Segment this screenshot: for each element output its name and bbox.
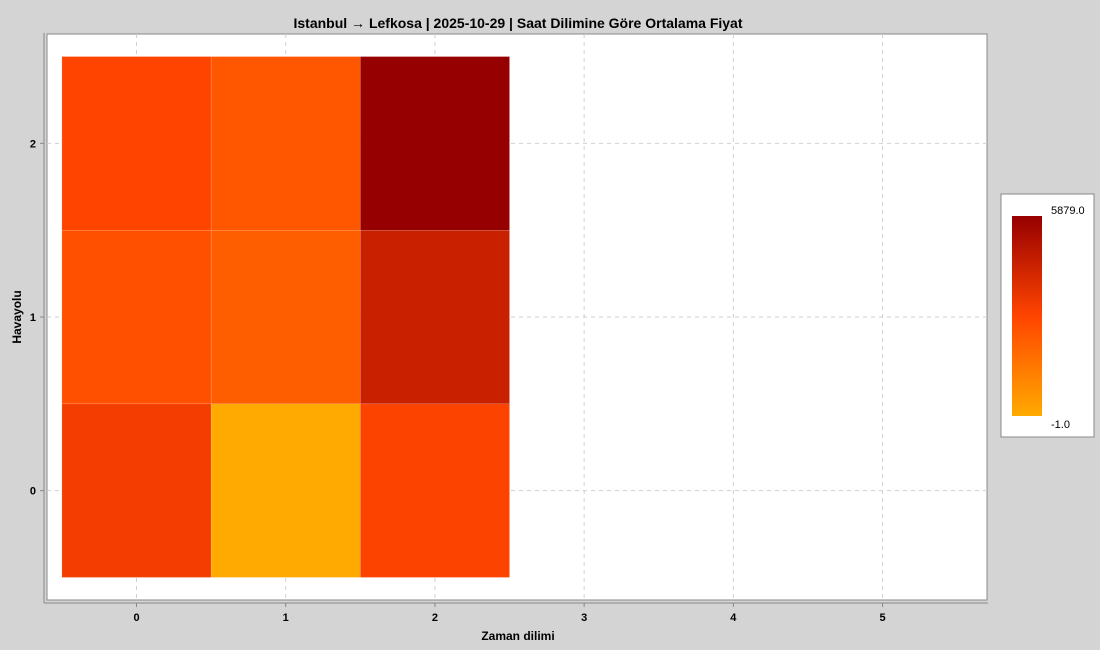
heatmap-cell-1-1: [210, 229, 361, 405]
x-tick-label: 3: [581, 612, 587, 624]
x-tick-label: 4: [730, 612, 737, 624]
y-tick-labels: 0 1 2: [30, 138, 44, 498]
y-axis-label: Havayolu: [10, 290, 24, 343]
heatmap-cell-1-2: [210, 56, 361, 231]
chart-title: Istanbul → Lefkosa | 2025-10-29 | Saat D…: [294, 15, 743, 31]
x-tick-label: 5: [879, 612, 885, 624]
colorbar-min-label: -1.0: [1051, 419, 1070, 431]
y-tick-label: 0: [30, 486, 36, 498]
x-tick-labels: 0 1 2 3 4 5: [133, 603, 886, 624]
x-tick-label: 2: [432, 612, 438, 624]
x-axis-label: Zaman dilimi: [481, 629, 554, 643]
heatmap-cell-0-2: [61, 56, 212, 231]
heatmap-cell-2-0: [360, 403, 510, 578]
y-tick-label: 2: [30, 138, 36, 150]
heatmap-cell-0-1: [61, 229, 212, 405]
heatmap-cells: [61, 56, 510, 578]
x-tick-label: 1: [283, 612, 289, 624]
heatmap-cell-1-0: [210, 403, 361, 578]
x-tick-label: 0: [133, 612, 139, 624]
colorbar-legend: 5879.0 -1.0: [1000, 193, 1095, 438]
y-tick-label: 1: [30, 312, 36, 324]
heatmap-cell-2-2: [360, 56, 510, 231]
colorbar-gradient: [1012, 216, 1042, 416]
heatmap-cell-2-1: [360, 229, 510, 405]
colorbar-max-label: 5879.0: [1051, 205, 1085, 217]
heatmap-cell-0-0: [61, 403, 212, 578]
